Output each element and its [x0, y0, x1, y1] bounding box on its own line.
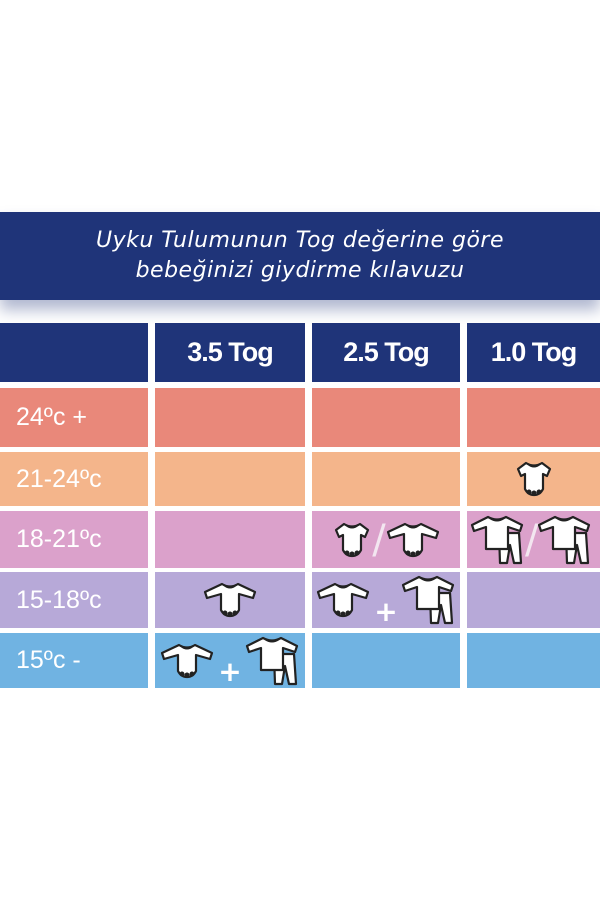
top-and-pants-icon — [536, 513, 594, 567]
top-and-pants-icon — [244, 634, 302, 688]
row-label-temperature: 15-18ºc — [0, 572, 148, 628]
table-cell — [155, 452, 305, 506]
plus-separator: + — [374, 595, 398, 628]
row-label-temperature: 18-21ºc — [0, 511, 148, 568]
long-sleeve-bodysuit-icon — [158, 641, 216, 681]
table-cell — [467, 388, 600, 447]
table-cell — [467, 572, 600, 628]
top-and-pants-icon — [469, 513, 527, 567]
table-cell — [467, 452, 600, 506]
column-header-1: 3.5 Tog — [155, 323, 305, 382]
row-label-temperature: 15ºc - — [0, 633, 148, 688]
column-header-2: 2.5 Tog — [312, 323, 460, 382]
row-label-temperature: 21-24ºc — [0, 452, 148, 506]
title-line-2: bebeğinizi giydirme kılavuzu — [135, 258, 465, 283]
column-header-3: 1.0 Tog — [467, 323, 600, 382]
short-sleeve-bodysuit-icon — [512, 459, 556, 499]
table-cell — [312, 633, 460, 688]
short-sleeve-bodysuit-icon — [330, 520, 374, 560]
or-separator: / — [372, 516, 386, 563]
table-cell — [467, 633, 600, 688]
table-cell — [155, 511, 305, 568]
table-cell — [312, 388, 460, 447]
long-sleeve-bodysuit-icon — [201, 580, 259, 620]
header-corner-cell — [0, 323, 148, 382]
table-cell — [312, 452, 460, 506]
row-label-temperature: 24ºc + — [0, 388, 148, 447]
table-cell: + — [155, 633, 305, 688]
top-and-pants-icon — [400, 573, 458, 627]
table-cell: / — [312, 511, 460, 568]
table-cell — [155, 572, 305, 628]
table-cell — [155, 388, 305, 447]
title-banner: Uyku Tulumunun Tog değerine göre bebeğin… — [0, 212, 600, 300]
table-cell: / — [467, 511, 600, 568]
table-cell: + — [312, 572, 460, 628]
or-separator: / — [525, 516, 539, 563]
plus-separator: + — [218, 655, 242, 688]
long-sleeve-bodysuit-icon — [314, 580, 372, 620]
long-sleeve-bodysuit-icon — [384, 520, 442, 560]
title-line-1: Uyku Tulumunun Tog değerine göre — [96, 228, 504, 253]
